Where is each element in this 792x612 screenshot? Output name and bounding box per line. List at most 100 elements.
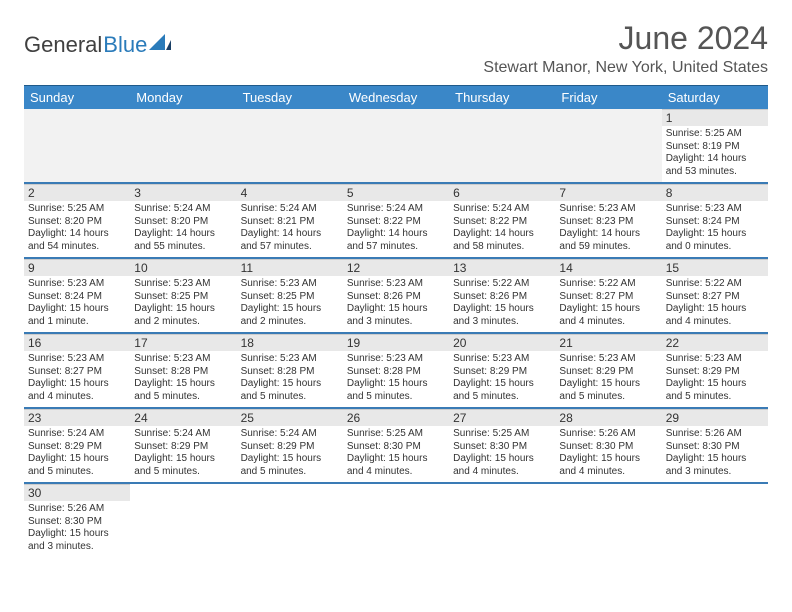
calendar-day-cell [662, 483, 768, 557]
daylight-text: Daylight: 15 hours and 5 minutes. [28, 453, 126, 478]
day-body: Sunrise: 5:23 AMSunset: 8:28 PMDaylight:… [343, 351, 449, 407]
calendar-day-cell: 2Sunrise: 5:25 AMSunset: 8:20 PMDaylight… [24, 183, 130, 258]
sunrise-text: Sunrise: 5:23 AM [134, 278, 232, 291]
calendar-day-cell [555, 483, 661, 557]
weekday-header: Wednesday [343, 86, 449, 110]
sunrise-text: Sunrise: 5:25 AM [28, 203, 126, 216]
day-number: 9 [24, 259, 130, 276]
calendar-day-cell: 10Sunrise: 5:23 AMSunset: 8:25 PMDayligh… [130, 258, 236, 333]
calendar-day-cell: 3Sunrise: 5:24 AMSunset: 8:20 PMDaylight… [130, 183, 236, 258]
calendar-day-cell: 23Sunrise: 5:24 AMSunset: 8:29 PMDayligh… [24, 408, 130, 483]
day-body: Sunrise: 5:23 AMSunset: 8:27 PMDaylight:… [24, 351, 130, 407]
sunset-text: Sunset: 8:22 PM [347, 216, 445, 229]
sail-icon [149, 34, 171, 52]
day-number: 4 [237, 184, 343, 201]
day-number: 6 [449, 184, 555, 201]
calendar-week-row: 23Sunrise: 5:24 AMSunset: 8:29 PMDayligh… [24, 408, 768, 483]
calendar-day-cell: 7Sunrise: 5:23 AMSunset: 8:23 PMDaylight… [555, 183, 661, 258]
day-body: Sunrise: 5:23 AMSunset: 8:24 PMDaylight:… [24, 276, 130, 332]
calendar-day-cell: 13Sunrise: 5:22 AMSunset: 8:26 PMDayligh… [449, 258, 555, 333]
sunrise-text: Sunrise: 5:24 AM [134, 428, 232, 441]
sunset-text: Sunset: 8:30 PM [559, 441, 657, 454]
calendar-day-cell: 24Sunrise: 5:24 AMSunset: 8:29 PMDayligh… [130, 408, 236, 483]
sunset-text: Sunset: 8:20 PM [134, 216, 232, 229]
calendar-day-cell [449, 109, 555, 183]
daylight-text: Daylight: 15 hours and 4 minutes. [559, 303, 657, 328]
sunset-text: Sunset: 8:26 PM [347, 291, 445, 304]
day-body: Sunrise: 5:22 AMSunset: 8:27 PMDaylight:… [662, 276, 768, 332]
day-number: 28 [555, 409, 661, 426]
daylight-text: Daylight: 15 hours and 5 minutes. [241, 453, 339, 478]
sunset-text: Sunset: 8:27 PM [559, 291, 657, 304]
day-number: 27 [449, 409, 555, 426]
calendar-day-cell: 30Sunrise: 5:26 AMSunset: 8:30 PMDayligh… [24, 483, 130, 557]
calendar-day-cell: 14Sunrise: 5:22 AMSunset: 8:27 PMDayligh… [555, 258, 661, 333]
calendar-day-cell: 25Sunrise: 5:24 AMSunset: 8:29 PMDayligh… [237, 408, 343, 483]
sunset-text: Sunset: 8:30 PM [666, 441, 764, 454]
sunset-text: Sunset: 8:27 PM [28, 366, 126, 379]
calendar-day-cell: 28 Sunrise: 5:26 AMSunset: 8:30 PMDayligh… [555, 408, 661, 483]
sunset-text: Sunset: 8:26 PM [453, 291, 551, 304]
header: General Blue June 2024 Stewart Manor, Ne… [24, 20, 768, 77]
day-number: 20 [449, 334, 555, 351]
daylight-text: Daylight: 15 hours and 4 minutes. [559, 453, 657, 478]
daylight-text: Daylight: 15 hours and 4 minutes. [347, 453, 445, 478]
sunset-text: Sunset: 8:25 PM [241, 291, 339, 304]
sunrise-text: Sunrise: 5:26 AM [28, 503, 126, 516]
calendar-week-row: 16Sunrise: 5:23 AMSunset: 8:27 PMDayligh… [24, 333, 768, 408]
sunset-text: Sunset: 8:24 PM [666, 216, 764, 229]
daylight-text: Daylight: 15 hours and 2 minutes. [134, 303, 232, 328]
month-title: June 2024 [483, 20, 768, 57]
title-block: June 2024 Stewart Manor, New York, Unite… [483, 20, 768, 77]
day-number: 14 [555, 259, 661, 276]
daylight-text: Daylight: 15 hours and 5 minutes. [134, 378, 232, 403]
location: Stewart Manor, New York, United States [483, 59, 768, 77]
day-body: Sunrise: 5:26 AMSunset: 8:30 PMDaylight:… [24, 501, 130, 557]
day-body: Sunrise: 5:26 AMSunset: 8:30 PMDaylight:… [662, 426, 768, 482]
day-body: Sunrise: 5:24 AMSunset: 8:29 PMDaylight:… [130, 426, 236, 482]
sunset-text: Sunset: 8:29 PM [241, 441, 339, 454]
daylight-text: Daylight: 15 hours and 5 minutes. [666, 378, 764, 403]
calendar-day-cell: 9Sunrise: 5:23 AMSunset: 8:24 PMDaylight… [24, 258, 130, 333]
day-number: 5 [343, 184, 449, 201]
sunset-text: Sunset: 8:28 PM [134, 366, 232, 379]
calendar-day-cell: 19Sunrise: 5:23 AMSunset: 8:28 PMDayligh… [343, 333, 449, 408]
weekday-header: Tuesday [237, 86, 343, 110]
calendar-day-cell: 5Sunrise: 5:24 AMSunset: 8:22 PMDaylight… [343, 183, 449, 258]
day-number: 1 [662, 109, 768, 126]
sunrise-text: Sunrise: 5:26 AM [559, 428, 657, 441]
day-body: Sunrise: 5:25 AMSunset: 8:20 PMDaylight:… [24, 201, 130, 257]
day-number: 22 [662, 334, 768, 351]
calendar-week-row: 30Sunrise: 5:26 AMSunset: 8:30 PMDayligh… [24, 483, 768, 557]
daylight-text: Daylight: 14 hours and 58 minutes. [453, 228, 551, 253]
day-number: 24 [130, 409, 236, 426]
day-number: 23 [24, 409, 130, 426]
sunrise-text: Sunrise: 5:22 AM [666, 278, 764, 291]
calendar-day-cell [130, 483, 236, 557]
calendar-day-cell: 8Sunrise: 5:23 AMSunset: 8:24 PMDaylight… [662, 183, 768, 258]
calendar-day-cell: 21Sunrise: 5:23 AMSunset: 8:29 PMDayligh… [555, 333, 661, 408]
day-body: Sunrise: 5:24 AMSunset: 8:21 PMDaylight:… [237, 201, 343, 257]
day-body: Sunrise: 5:25 AMSunset: 8:30 PMDaylight:… [343, 426, 449, 482]
sunset-text: Sunset: 8:21 PM [241, 216, 339, 229]
sunset-text: Sunset: 8:20 PM [28, 216, 126, 229]
sunset-text: Sunset: 8:22 PM [453, 216, 551, 229]
calendar-day-cell: 12Sunrise: 5:23 AMSunset: 8:26 PMDayligh… [343, 258, 449, 333]
calendar-day-cell [343, 483, 449, 557]
day-number: 30 [24, 484, 130, 501]
calendar-day-cell: 20Sunrise: 5:23 AMSunset: 8:29 PMDayligh… [449, 333, 555, 408]
calendar-day-cell: 16Sunrise: 5:23 AMSunset: 8:27 PMDayligh… [24, 333, 130, 408]
sunset-text: Sunset: 8:28 PM [347, 366, 445, 379]
calendar-day-cell: 17Sunrise: 5:23 AMSunset: 8:28 PMDayligh… [130, 333, 236, 408]
day-number: 13 [449, 259, 555, 276]
calendar-day-cell: 18Sunrise: 5:23 AMSunset: 8:28 PMDayligh… [237, 333, 343, 408]
day-number: 11 [237, 259, 343, 276]
calendar-day-cell: 1Sunrise: 5:25 AMSunset: 8:19 PMDaylight… [662, 109, 768, 183]
daylight-text: Daylight: 15 hours and 2 minutes. [241, 303, 339, 328]
sunset-text: Sunset: 8:19 PM [666, 141, 764, 154]
daylight-text: Daylight: 15 hours and 5 minutes. [453, 378, 551, 403]
sunrise-text: Sunrise: 5:23 AM [453, 353, 551, 366]
day-number: 21 [555, 334, 661, 351]
daylight-text: Daylight: 14 hours and 55 minutes. [134, 228, 232, 253]
sunset-text: Sunset: 8:24 PM [28, 291, 126, 304]
